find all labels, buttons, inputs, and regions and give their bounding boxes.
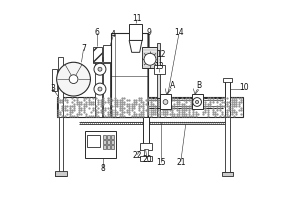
Bar	[192, 94, 203, 109]
Bar	[140, 156, 152, 161]
Bar	[142, 47, 157, 68]
Text: 7: 7	[81, 44, 86, 53]
Text: 15: 15	[156, 158, 166, 167]
Bar	[223, 171, 233, 176]
Bar	[103, 45, 113, 62]
Circle shape	[144, 53, 156, 65]
Text: 13: 13	[154, 62, 164, 71]
Circle shape	[98, 67, 102, 71]
Bar	[55, 171, 67, 176]
Text: 6: 6	[95, 28, 100, 37]
Text: 12: 12	[156, 50, 166, 59]
Bar	[144, 149, 148, 157]
Circle shape	[69, 75, 78, 84]
Bar	[103, 140, 106, 144]
Text: 21: 21	[176, 158, 185, 167]
Text: 20: 20	[142, 155, 152, 164]
Bar	[58, 57, 63, 117]
Bar	[103, 145, 106, 149]
Text: 9: 9	[147, 28, 152, 37]
Bar	[85, 131, 116, 158]
Bar	[226, 80, 230, 117]
Circle shape	[98, 87, 102, 91]
Bar	[52, 69, 57, 91]
Bar	[57, 97, 243, 117]
Text: 22: 22	[132, 151, 142, 160]
Bar	[107, 135, 110, 139]
Bar	[55, 171, 66, 176]
Bar	[95, 57, 102, 117]
Bar	[157, 43, 160, 117]
Bar	[160, 94, 172, 109]
Bar	[107, 145, 110, 149]
Circle shape	[94, 83, 106, 95]
Bar	[129, 24, 142, 40]
Circle shape	[193, 98, 201, 106]
Bar	[140, 143, 152, 150]
Bar	[58, 117, 63, 171]
Text: 14: 14	[174, 28, 184, 37]
Text: A: A	[170, 81, 176, 90]
Text: 11: 11	[132, 14, 142, 23]
Bar	[107, 140, 110, 144]
Bar	[111, 145, 114, 149]
Polygon shape	[129, 40, 142, 52]
Bar	[93, 47, 102, 62]
Text: 8: 8	[101, 164, 106, 173]
Bar	[226, 117, 230, 171]
Bar	[111, 140, 114, 144]
Bar	[154, 65, 165, 74]
Bar	[111, 135, 114, 139]
Bar	[87, 135, 100, 147]
Bar	[143, 117, 148, 144]
Text: 4: 4	[111, 30, 116, 39]
Text: 10: 10	[239, 83, 249, 92]
Bar	[103, 57, 110, 117]
Bar	[224, 78, 232, 82]
Bar	[103, 135, 106, 139]
Circle shape	[196, 100, 199, 104]
Circle shape	[94, 63, 106, 75]
Text: B: B	[196, 81, 201, 90]
Circle shape	[163, 100, 168, 104]
Bar	[93, 60, 112, 63]
Bar	[111, 33, 148, 117]
Circle shape	[57, 62, 90, 96]
Text: 3: 3	[51, 84, 56, 93]
